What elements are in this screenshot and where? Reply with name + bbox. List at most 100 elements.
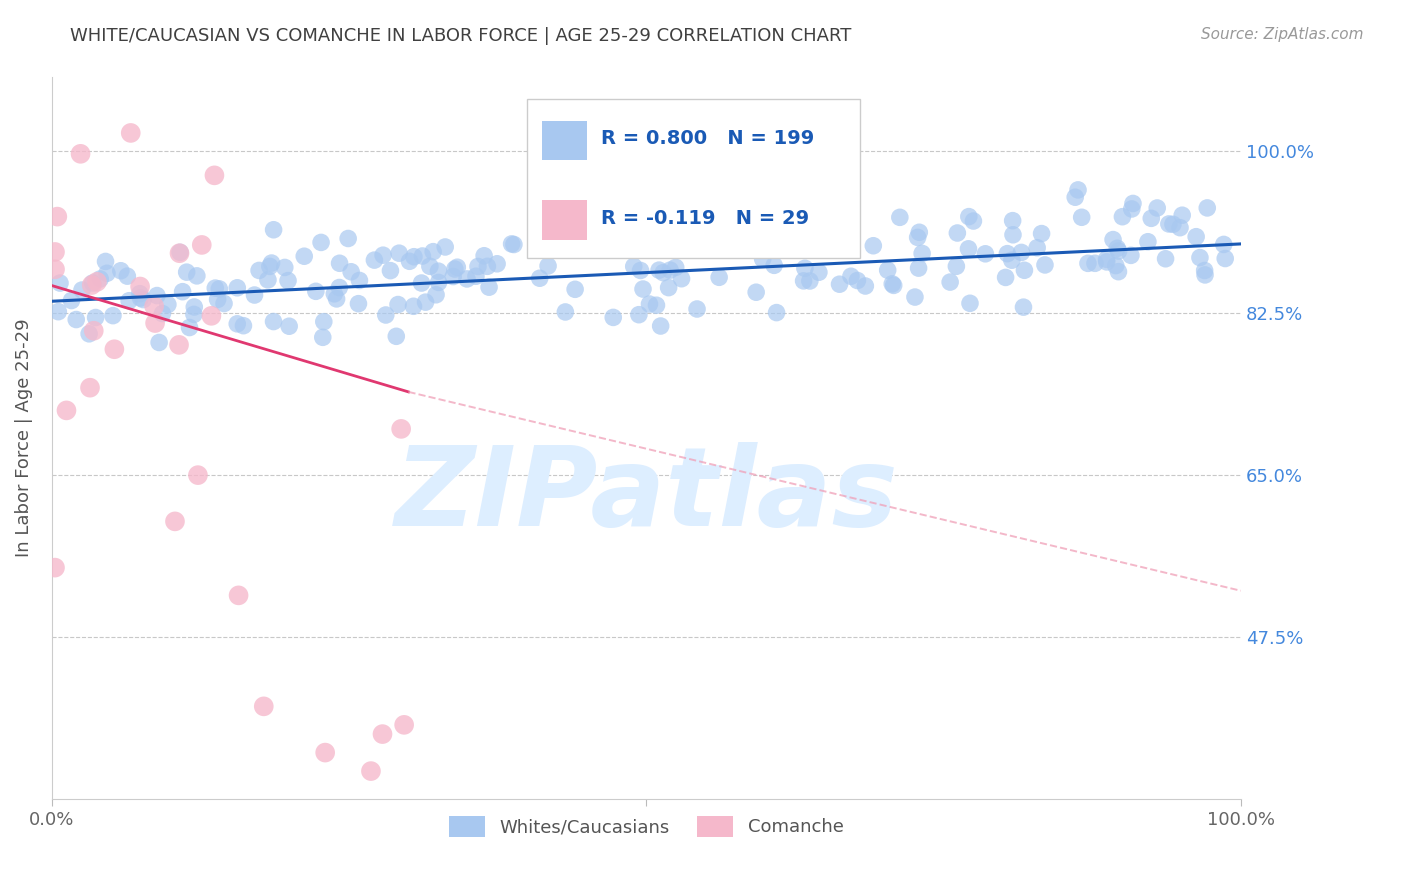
- Point: [839, 269, 862, 284]
- Point: [1194, 263, 1216, 277]
- Point: [156, 297, 179, 311]
- Point: [1212, 237, 1234, 252]
- Point: [548, 236, 571, 251]
- FancyBboxPatch shape: [541, 200, 586, 240]
- Point: [263, 314, 285, 328]
- Point: [69, 146, 91, 161]
- Point: [402, 250, 425, 264]
- Point: [360, 764, 382, 778]
- Point: [1107, 241, 1129, 255]
- Point: [347, 296, 370, 310]
- Point: [274, 260, 297, 275]
- Point: [853, 279, 876, 293]
- Legend: Whites/Caucasians, Comanche: Whites/Caucasians, Comanche: [441, 809, 851, 844]
- Point: [186, 268, 208, 283]
- Point: [208, 282, 231, 296]
- Point: [765, 305, 787, 319]
- Point: [82, 276, 104, 290]
- Point: [55, 403, 77, 417]
- Point: [911, 246, 934, 260]
- Point: [828, 277, 851, 292]
- Point: [799, 274, 821, 288]
- Point: [80, 278, 103, 293]
- Point: [627, 308, 650, 322]
- Point: [84, 310, 107, 325]
- Point: [349, 273, 371, 287]
- Point: [292, 249, 315, 263]
- Point: [1084, 256, 1107, 270]
- Y-axis label: In Labor Force | Age 25-29: In Labor Force | Age 25-29: [15, 318, 32, 558]
- Point: [907, 230, 929, 244]
- Point: [44, 560, 66, 574]
- Point: [946, 226, 969, 240]
- Point: [745, 285, 768, 300]
- Point: [1070, 211, 1092, 225]
- Point: [212, 296, 235, 310]
- Point: [1108, 244, 1130, 258]
- Point: [86, 275, 108, 289]
- Point: [243, 288, 266, 302]
- Point: [44, 244, 66, 259]
- Point: [501, 236, 523, 251]
- Point: [1188, 251, 1211, 265]
- Point: [797, 210, 820, 224]
- Point: [305, 285, 328, 299]
- Point: [120, 126, 142, 140]
- Text: ZIPatlas: ZIPatlas: [395, 442, 898, 549]
- Point: [671, 271, 693, 285]
- Point: [263, 223, 285, 237]
- Point: [1146, 201, 1168, 215]
- Text: R = 0.800   N = 199: R = 0.800 N = 199: [602, 129, 814, 148]
- Point: [101, 309, 124, 323]
- Point: [1014, 263, 1036, 277]
- Point: [1001, 253, 1024, 268]
- Point: [648, 263, 671, 277]
- Point: [46, 304, 69, 318]
- Point: [277, 274, 299, 288]
- Point: [529, 271, 551, 285]
- Point: [259, 260, 281, 274]
- Point: [187, 468, 209, 483]
- Point: [876, 263, 898, 277]
- Point: [425, 287, 447, 301]
- Point: [103, 343, 125, 357]
- Point: [46, 210, 69, 224]
- Point: [65, 312, 87, 326]
- Point: [548, 236, 571, 251]
- Point: [415, 295, 437, 310]
- Point: [638, 297, 661, 311]
- Point: [253, 699, 276, 714]
- Point: [662, 240, 685, 254]
- Point: [94, 254, 117, 268]
- Point: [768, 236, 790, 251]
- Point: [176, 265, 198, 279]
- Point: [825, 221, 848, 235]
- FancyBboxPatch shape: [527, 99, 860, 258]
- Point: [388, 246, 411, 260]
- Point: [793, 261, 815, 276]
- Point: [446, 260, 468, 275]
- Point: [314, 746, 336, 760]
- Point: [312, 315, 335, 329]
- Point: [163, 515, 186, 529]
- Point: [939, 275, 962, 289]
- Point: [755, 241, 778, 255]
- Point: [434, 240, 457, 254]
- Point: [465, 269, 488, 284]
- Point: [882, 277, 904, 291]
- Point: [169, 245, 191, 260]
- Point: [247, 263, 270, 277]
- Point: [148, 335, 170, 350]
- Point: [143, 316, 166, 330]
- Point: [1010, 245, 1032, 260]
- Point: [1171, 208, 1194, 222]
- Point: [659, 263, 682, 277]
- Point: [79, 381, 101, 395]
- Point: [419, 260, 441, 274]
- FancyBboxPatch shape: [541, 120, 586, 161]
- Point: [441, 269, 464, 284]
- Point: [862, 238, 884, 252]
- Point: [962, 214, 984, 228]
- Point: [60, 293, 83, 308]
- Point: [564, 282, 586, 296]
